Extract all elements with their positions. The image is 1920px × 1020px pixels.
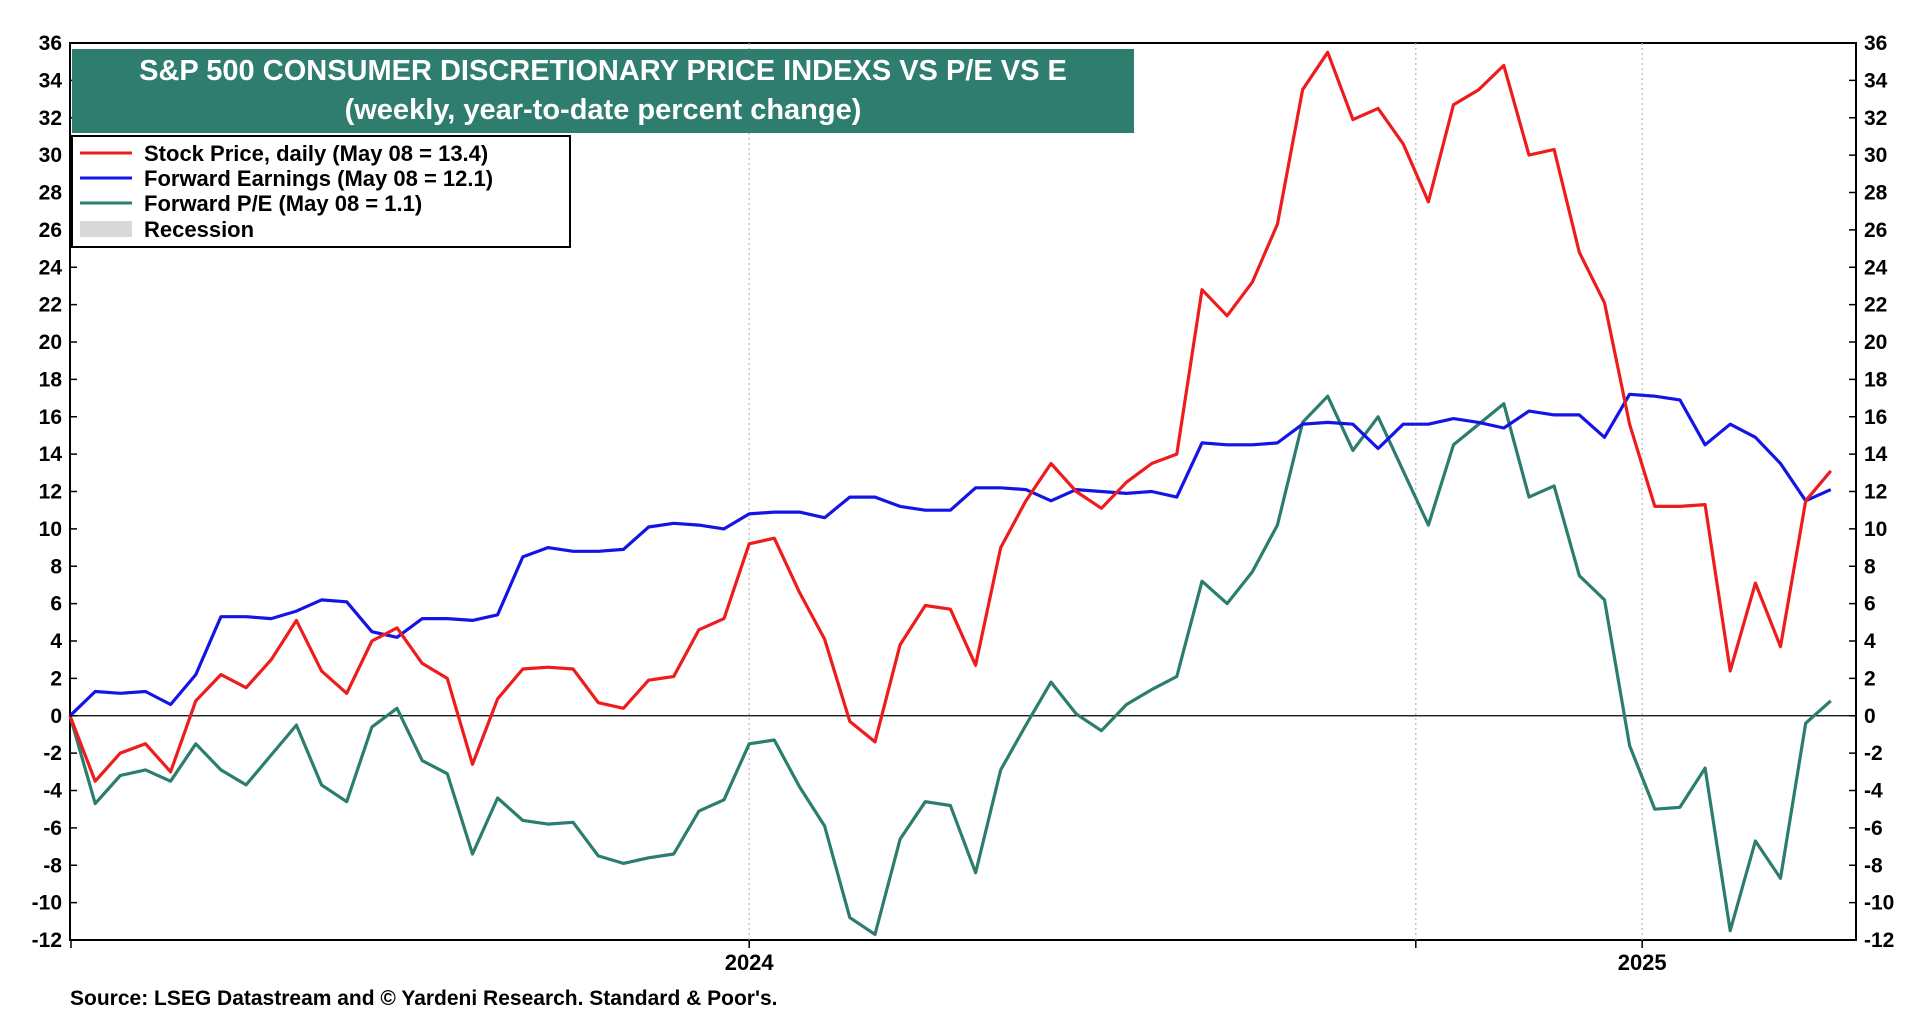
y-tick-label-right: 30 (1864, 144, 1887, 167)
y-tick-label-right: 10 (1864, 518, 1887, 541)
legend-label-forward-pe: Forward P/E (May 08 = 1.1) (144, 191, 422, 216)
y-tick-label-right: 0 (1864, 705, 1876, 728)
grid-layer (748, 43, 1643, 940)
y-tick-label-left: 6 (50, 593, 62, 616)
y-tick-label-left: -12 (32, 929, 62, 952)
legend-box (71, 135, 571, 248)
y-tick-label-right: 34 (1864, 69, 1888, 92)
title-box (72, 49, 1134, 133)
y-tick-label-left: 16 (39, 406, 62, 429)
series-stock-price (68, 50, 1833, 783)
y-tick-label-left: 10 (39, 518, 62, 541)
x-tick-label-2025: 2025 (1618, 950, 1667, 975)
y-tick-label-left: 22 (39, 294, 62, 317)
y-tick-label-right: 18 (1864, 368, 1888, 391)
series-forward-earnings (68, 392, 1832, 717)
y-tick-label-left: 12 (39, 481, 62, 504)
y-tick-label-left: 24 (39, 256, 63, 279)
x-ticks: 2024 2025 (70, 940, 1667, 975)
chart-subtitle: (weekly, year-to-date percent change) (345, 94, 862, 126)
y-ticks-right: -12-10-8-6-4-202468101214161820222426283… (1849, 32, 1894, 952)
y-tick-label-right: 24 (1864, 256, 1888, 279)
y-tick-label-left: -10 (32, 892, 62, 915)
y-tick-label-right: 6 (1864, 593, 1876, 616)
y-tick-label-right: 28 (1864, 182, 1888, 205)
legend-label-recession: Recession (144, 217, 254, 242)
legend-label-stock-price: Stock Price, daily (May 08 = 13.4) (144, 141, 488, 166)
legend-swatch-recession (80, 221, 132, 237)
y-tick-label-right: 20 (1864, 331, 1887, 354)
x-tick-label-2024: 2024 (725, 950, 775, 975)
y-tick-label-right: 22 (1864, 294, 1887, 317)
legend: Stock Price, daily (May 08 = 13.4) Forwa… (71, 135, 571, 248)
y-tick-label-left: 0 (50, 705, 62, 728)
y-tick-label-left: -8 (43, 854, 62, 877)
y-tick-label-left: 20 (39, 331, 62, 354)
y-tick-label-right: 8 (1864, 555, 1876, 578)
y-tick-label-left: 14 (39, 443, 63, 466)
y-tick-label-left: 26 (39, 219, 62, 242)
y-tick-label-left: 18 (39, 368, 63, 391)
source-note: Source: LSEG Datastream and © Yardeni Re… (70, 987, 777, 1010)
y-tick-label-left: 36 (39, 32, 62, 55)
y-tick-label-left: -2 (43, 742, 62, 765)
y-tick-label-right: 14 (1864, 443, 1888, 466)
series-forward-pe (68, 394, 1832, 937)
y-tick-label-left: 32 (39, 107, 62, 130)
y-tick-label-right: 16 (1864, 406, 1887, 429)
y-tick-label-left: 30 (39, 144, 62, 167)
y-tick-label-left: 28 (39, 182, 63, 205)
y-tick-label-right: -10 (1864, 892, 1894, 915)
y-tick-label-right: 36 (1864, 32, 1887, 55)
y-tick-label-left: 2 (50, 667, 62, 690)
y-tick-label-right: 12 (1864, 481, 1887, 504)
y-tick-label-right: -12 (1864, 929, 1894, 952)
y-tick-label-right: -4 (1864, 780, 1883, 803)
y-tick-label-right: 26 (1864, 219, 1887, 242)
y-ticks-left: -12-10-8-6-4-202468101214161820222426283… (32, 32, 77, 952)
y-tick-label-right: 32 (1864, 107, 1887, 130)
legend-label-forward-earnings: Forward Earnings (May 08 = 12.1) (144, 166, 493, 191)
y-tick-label-left: -4 (43, 780, 62, 803)
y-tick-label-right: -8 (1864, 854, 1883, 877)
y-tick-label-left: -6 (43, 817, 62, 840)
y-tick-label-right: 2 (1864, 667, 1876, 690)
y-tick-label-left: 4 (50, 630, 62, 653)
y-tick-label-right: -6 (1864, 817, 1883, 840)
series-layer (68, 50, 1833, 937)
y-tick-label-left: 34 (39, 69, 63, 92)
y-tick-label-right: -2 (1864, 742, 1883, 765)
chart-title: S&P 500 CONSUMER DISCRETIONARY PRICE IND… (139, 55, 1067, 87)
y-tick-label-right: 4 (1864, 630, 1876, 653)
y-tick-label-left: 8 (50, 555, 62, 578)
